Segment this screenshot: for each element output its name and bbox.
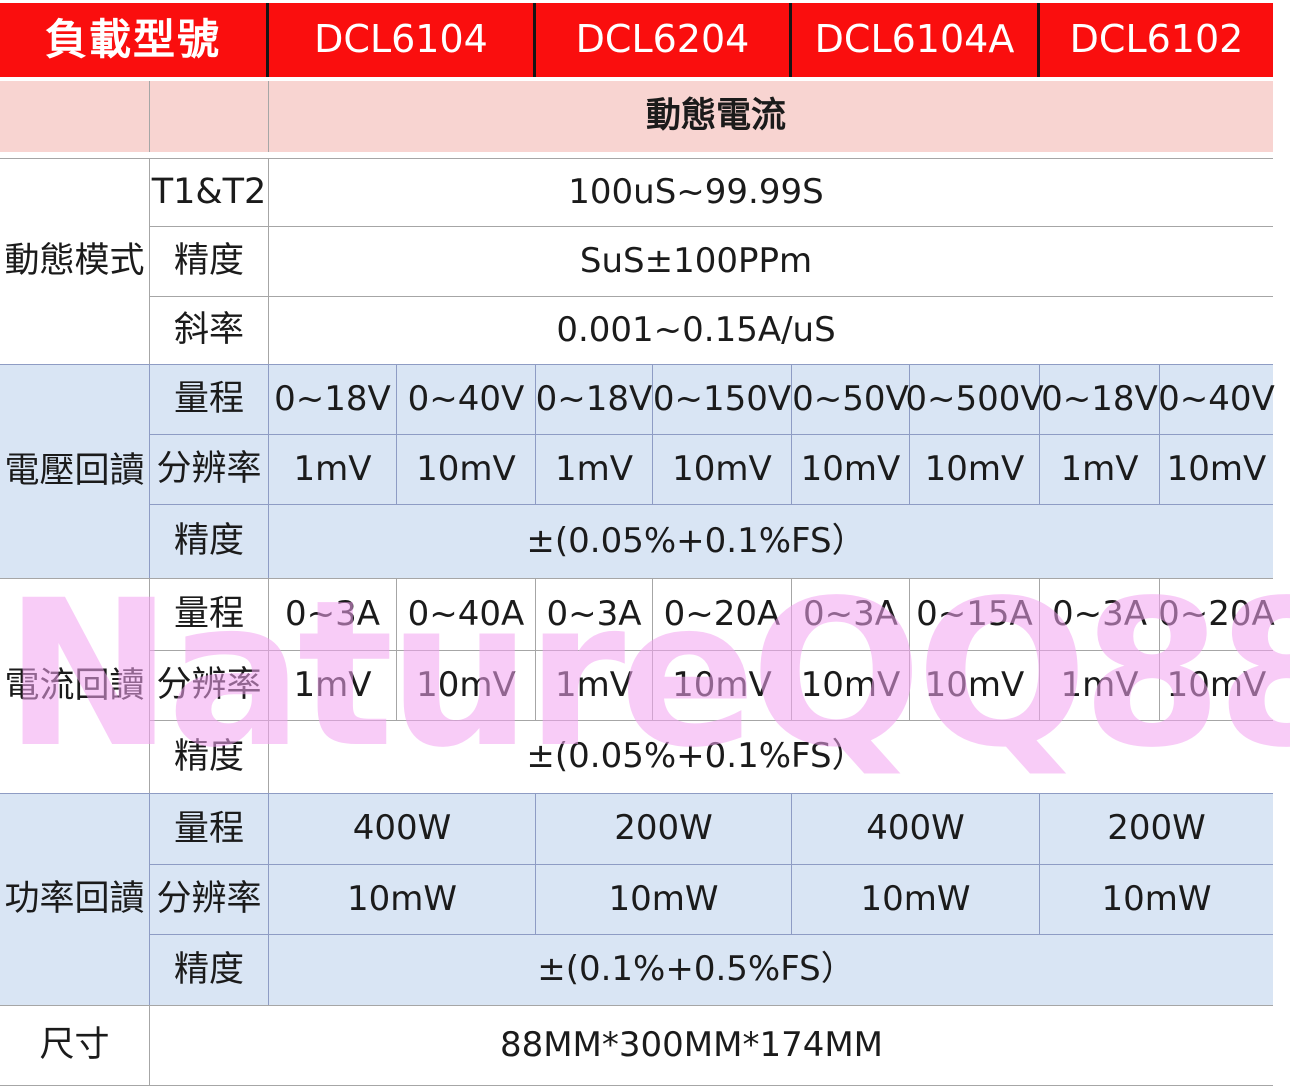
power-range-label: 量程 <box>150 794 269 865</box>
dimensions-value: 88MM*300MM*174MM <box>499 1024 884 1065</box>
voltage-range-cell: 0~18V <box>1040 365 1160 435</box>
voltage-resolution-cell: 1mV <box>1040 435 1160 505</box>
voltage-range-cell: 0~40V <box>397 365 536 435</box>
power-range-cell: 400W <box>792 794 1040 865</box>
banner-label: 動態電流 <box>645 96 786 137</box>
voltage-range-cell: 0~500V <box>905 365 1044 435</box>
table-header-row: 負載型號 DCL6104 DCL6204 DCL6104A DCL6102 <box>0 3 1273 77</box>
current-range-cell: 0~40A <box>397 579 536 651</box>
current-range-cell: 0~3A <box>269 579 397 651</box>
power-range-cell: 400W <box>269 794 536 865</box>
banner-spacer-left <box>0 81 150 152</box>
voltage-resolution-cell: 10mV <box>397 435 536 505</box>
voltage-range-cell: 0~40V <box>1158 365 1275 435</box>
current-range-cell: 0~15A <box>910 579 1040 651</box>
value-slope: 0.001~0.15A/uS <box>556 309 836 350</box>
current-resolution-cell: 10mV <box>1160 651 1273 721</box>
voltage-resolution-cell: 10mV <box>1160 435 1273 505</box>
param-slope: 斜率 <box>150 297 269 364</box>
current-range-label: 量程 <box>150 579 269 651</box>
voltage-resolution-cell: 10mV <box>653 435 792 505</box>
param-dynamic-accuracy: 精度 <box>150 227 269 297</box>
current-accuracy-label: 精度 <box>150 721 269 793</box>
voltage-range-cell: 0~150V <box>653 365 792 435</box>
power-resolution-cell: 10mW <box>536 865 792 935</box>
voltage-accuracy-label: 精度 <box>150 505 269 578</box>
voltage-resolution-cell: 10mV <box>792 435 910 505</box>
power-resolution-cell: 10mW <box>269 865 536 935</box>
dynamic-current-banner-row: 動態電流 <box>0 81 1273 152</box>
voltage-range-label: 量程 <box>150 365 269 435</box>
header-model-dcl6204: DCL6204 <box>536 3 792 77</box>
section-label-voltage-readback: 電壓回讀 <box>0 365 150 578</box>
power-resolution-label: 分辨率 <box>150 865 269 935</box>
param-t1t2: T1&T2 <box>150 159 269 227</box>
power-resolution-cell: 10mW <box>792 865 1040 935</box>
section-label-dynamic-mode: 動態模式 <box>0 159 150 364</box>
section-label-power-readback: 功率回讀 <box>0 794 150 1005</box>
header-model-dcl6102: DCL6102 <box>1069 17 1244 62</box>
power-range-cell: 200W <box>1040 794 1273 865</box>
current-readback-section: 電流回讀 量程 0~3A 0~40A 0~3A 0~20A 0~3A 0~15A… <box>0 578 1275 793</box>
current-resolution-cell: 10mV <box>653 651 792 721</box>
header-load-model-label: 負載型號 <box>0 3 269 77</box>
current-resolution-cell: 1mV <box>1040 651 1160 721</box>
voltage-accuracy-value: ±(0.05%+0.1%FS） <box>526 520 866 561</box>
current-resolution-cell: 1mV <box>536 651 653 721</box>
current-resolution-label: 分辨率 <box>150 651 269 721</box>
voltage-range-cell: 0~18V <box>269 365 397 435</box>
banner-spacer-mid <box>150 81 269 152</box>
voltage-resolution-label: 分辨率 <box>150 435 269 505</box>
header-model-dcl6104: DCL6104 <box>269 3 536 77</box>
voltage-resolution-cell: 1mV <box>536 435 653 505</box>
dynamic-mode-section: 動態模式 T1&T2 100uS~99.99S 精度 SuS±100PPm 斜率… <box>0 158 1273 364</box>
power-readback-section: 功率回讀 量程 400W 200W 400W 200W 分辨率 10mW 10m… <box>0 793 1273 1005</box>
dimensions-label: 尺寸 <box>0 1006 150 1085</box>
voltage-readback-section: 電壓回讀 量程 0~18V 0~40V 0~18V 0~150V 0~50V 0… <box>0 364 1275 578</box>
value-t1t2: 100uS~99.99S <box>269 159 1273 227</box>
power-resolution-cell: 10mW <box>1040 865 1273 935</box>
voltage-range-cell: 0~50V <box>792 365 910 435</box>
current-range-cell: 0~3A <box>536 579 653 651</box>
section-label-current-readback: 電流回讀 <box>0 579 150 793</box>
voltage-resolution-cell: 10mV <box>910 435 1040 505</box>
power-accuracy-value: ±(0.1%+0.5%FS） <box>537 949 855 990</box>
voltage-range-cell: 0~18V <box>536 365 653 435</box>
current-resolution-cell: 10mV <box>910 651 1040 721</box>
current-range-cell: 0~20A <box>1158 579 1275 651</box>
current-range-cell: 0~3A <box>1040 579 1160 651</box>
current-resolution-cell: 10mV <box>792 651 910 721</box>
current-resolution-cell: 10mV <box>397 651 536 721</box>
power-range-cell: 200W <box>536 794 792 865</box>
power-accuracy-label: 精度 <box>150 935 269 1005</box>
current-range-cell: 0~3A <box>792 579 910 651</box>
current-resolution-cell: 1mV <box>269 651 397 721</box>
header-model-dcl6104a: DCL6104A <box>792 3 1040 77</box>
current-accuracy-value: ±(0.05%+0.1%FS） <box>526 736 866 777</box>
value-dynamic-accuracy: SuS±100PPm <box>269 227 1273 297</box>
current-range-cell: 0~20A <box>653 579 792 651</box>
spec-table: 負載型號 DCL6104 DCL6204 DCL6104A DCL6102 動態… <box>0 3 1275 1086</box>
dimensions-row: 尺寸 88MM*300MM*174MM <box>0 1005 1273 1086</box>
voltage-resolution-cell: 1mV <box>269 435 397 505</box>
